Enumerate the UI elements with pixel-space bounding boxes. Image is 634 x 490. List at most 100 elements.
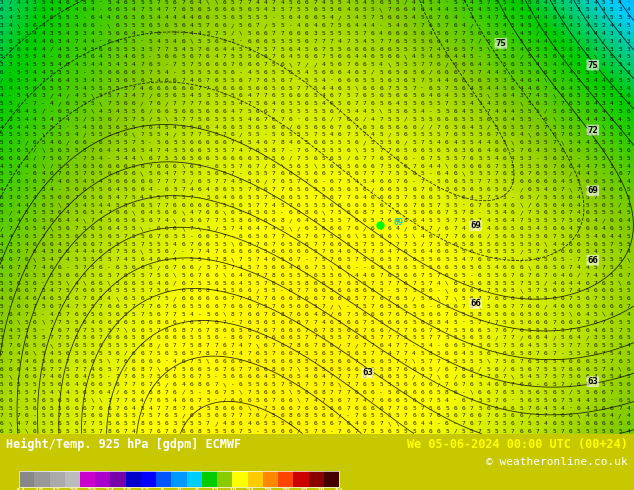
Text: 8: 8 <box>470 242 474 246</box>
Text: -: - <box>8 93 12 98</box>
Text: \: \ <box>288 62 292 67</box>
Text: -: - <box>280 289 284 294</box>
Text: 5: 5 <box>66 23 70 28</box>
Text: /: / <box>181 414 185 418</box>
Text: 4: 4 <box>91 319 94 325</box>
Text: 7: 7 <box>99 304 103 309</box>
Text: 5: 5 <box>0 249 4 254</box>
Text: 5: 5 <box>256 319 259 325</box>
Text: 4: 4 <box>552 47 556 51</box>
Text: 5: 5 <box>256 172 259 176</box>
Text: 6: 6 <box>387 195 391 200</box>
Text: 6: 6 <box>190 398 193 403</box>
Text: 6: 6 <box>173 429 177 434</box>
Text: 7: 7 <box>124 374 127 379</box>
Text: 5: 5 <box>313 101 317 106</box>
Text: 6: 6 <box>247 226 251 231</box>
Text: 4: 4 <box>544 335 548 341</box>
Text: 6: 6 <box>420 249 424 254</box>
Text: 6: 6 <box>124 319 127 325</box>
Text: -: - <box>41 281 45 286</box>
Text: 5: 5 <box>602 296 605 301</box>
Text: 5: 5 <box>552 0 556 5</box>
Text: 5: 5 <box>363 351 366 356</box>
Text: 5: 5 <box>569 179 573 184</box>
Text: 5: 5 <box>231 101 235 106</box>
Text: 6: 6 <box>511 132 515 137</box>
Text: 5: 5 <box>107 93 111 98</box>
Text: 6: 6 <box>577 148 581 153</box>
Text: 7: 7 <box>626 172 630 176</box>
Text: 4: 4 <box>602 109 605 114</box>
Text: 5: 5 <box>181 273 185 278</box>
Text: \: \ <box>41 319 45 325</box>
Text: 5: 5 <box>256 7 259 12</box>
Text: 6: 6 <box>453 312 457 317</box>
Text: 6: 6 <box>181 281 185 286</box>
Text: 6: 6 <box>511 210 515 216</box>
Text: 4: 4 <box>288 140 292 145</box>
Text: 6: 6 <box>602 414 605 418</box>
Text: 4: 4 <box>99 15 103 20</box>
Text: 6: 6 <box>371 101 375 106</box>
Text: 5: 5 <box>8 335 12 341</box>
Text: 6: 6 <box>8 78 12 83</box>
Text: 5: 5 <box>305 351 309 356</box>
Text: 6: 6 <box>288 172 292 176</box>
Text: 4: 4 <box>486 86 490 91</box>
Text: 4: 4 <box>16 203 20 208</box>
Text: \: \ <box>165 117 169 122</box>
Text: 6: 6 <box>610 187 614 192</box>
Text: 6: 6 <box>503 296 507 301</box>
Text: 4: 4 <box>49 187 53 192</box>
Text: 7: 7 <box>214 382 218 387</box>
Text: 5: 5 <box>387 109 391 114</box>
Text: 5: 5 <box>247 54 251 59</box>
Text: 5: 5 <box>412 47 416 51</box>
Text: 5: 5 <box>544 296 548 301</box>
Text: 6: 6 <box>379 203 383 208</box>
Text: 5: 5 <box>99 351 103 356</box>
Text: 6: 6 <box>379 124 383 129</box>
Text: 6: 6 <box>132 367 136 371</box>
Text: 4: 4 <box>429 343 432 348</box>
Text: 5: 5 <box>124 203 127 208</box>
Text: 5: 5 <box>519 109 523 114</box>
Text: 5: 5 <box>25 390 29 395</box>
Text: 5: 5 <box>346 164 350 169</box>
Text: 6: 6 <box>91 54 94 59</box>
Text: 4: 4 <box>420 218 424 223</box>
Text: 5: 5 <box>58 273 61 278</box>
Text: 5: 5 <box>280 39 284 44</box>
Text: 5: 5 <box>124 289 127 294</box>
Text: 7: 7 <box>272 242 276 246</box>
Text: 4: 4 <box>33 39 37 44</box>
Text: 5: 5 <box>264 421 268 426</box>
Text: 6: 6 <box>453 172 457 176</box>
Text: 5: 5 <box>379 382 383 387</box>
Text: 8: 8 <box>321 343 325 348</box>
Text: 6: 6 <box>272 296 276 301</box>
Text: 7: 7 <box>321 242 325 246</box>
Text: 6: 6 <box>511 319 515 325</box>
Text: 7: 7 <box>371 351 375 356</box>
Text: 5: 5 <box>256 234 259 239</box>
Text: -: - <box>437 343 441 348</box>
Text: 5: 5 <box>198 172 202 176</box>
Text: 5: 5 <box>140 234 144 239</box>
Text: 5: 5 <box>338 31 342 36</box>
Text: 5: 5 <box>321 148 325 153</box>
Text: 5: 5 <box>132 0 136 5</box>
Text: 5: 5 <box>437 101 441 106</box>
Text: 6: 6 <box>478 273 482 278</box>
Text: 5: 5 <box>256 195 259 200</box>
Text: 4: 4 <box>560 54 564 59</box>
Text: 7: 7 <box>272 234 276 239</box>
Text: 4: 4 <box>181 382 185 387</box>
Text: 8: 8 <box>305 210 309 216</box>
Text: 6: 6 <box>198 7 202 12</box>
Text: 5: 5 <box>544 148 548 153</box>
Text: 7: 7 <box>420 62 424 67</box>
Text: 6: 6 <box>33 86 37 91</box>
Text: 5: 5 <box>107 421 111 426</box>
